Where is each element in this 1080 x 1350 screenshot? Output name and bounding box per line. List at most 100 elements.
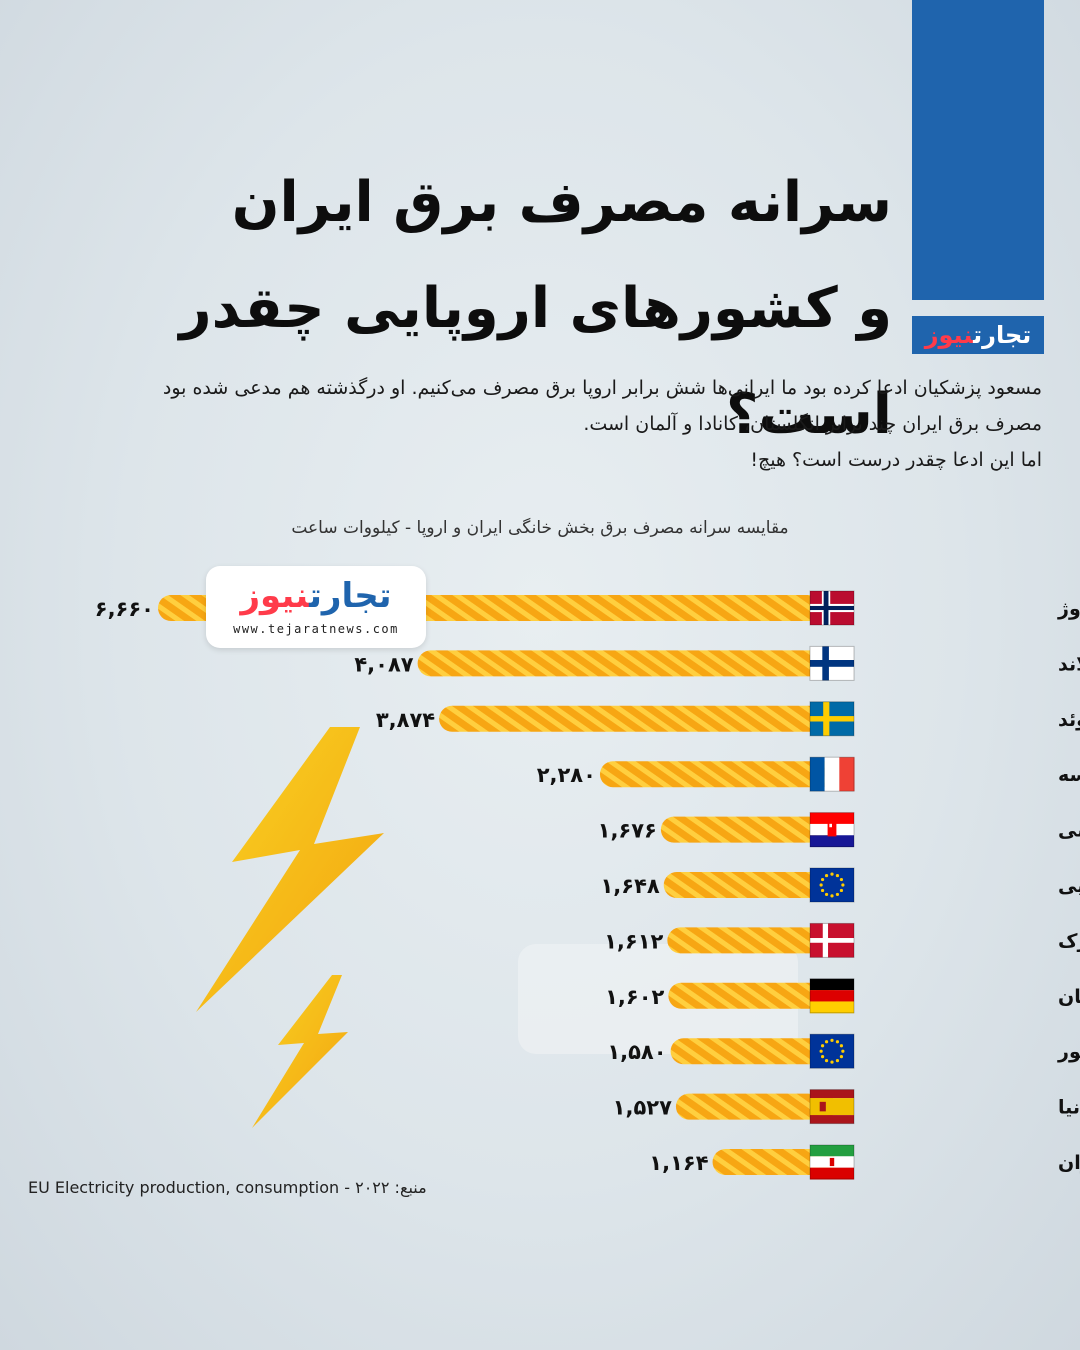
eu-star (819, 883, 823, 887)
eu-star (839, 877, 844, 882)
flag-border (809, 756, 855, 792)
bar (668, 982, 836, 1009)
flag-part (810, 605, 854, 611)
bar (660, 816, 836, 843)
eu-star (824, 1040, 829, 1044)
bar-row: آلمان ۱,۶۰۲ (605, 978, 1080, 1014)
brand-part1: تجارت (973, 321, 1032, 349)
brand-logo: تجارتنیوز (925, 321, 1032, 349)
eu-flag-icon (809, 1033, 855, 1069)
watermark-logo (518, 944, 798, 1054)
flag-border (809, 1144, 855, 1180)
value-label: ۲,۲۸۰ (537, 763, 596, 787)
bar (417, 650, 836, 677)
norway-flag-icon (809, 590, 855, 626)
eu-star (824, 892, 829, 897)
bar-row: کرواسی ۱,۶۷۶ (598, 812, 1080, 848)
germany-flag-icon (809, 978, 855, 1014)
bar (599, 761, 836, 788)
eu-star (820, 1044, 825, 1048)
flag-part (810, 757, 825, 792)
bar-row: دانمارک ۱,۶۱۲ (604, 922, 1080, 958)
bar-row: اسپانیا ۱,۵۲۷ (613, 1089, 1080, 1125)
page-title: سرانه مصرف برق ایران و کشورهای اروپایی چ… (92, 150, 892, 468)
bar-row: فنلاند ۴,۰۸۷ (354, 645, 1080, 681)
category-label: اسپانیا (1058, 1097, 1080, 1119)
bar (439, 705, 836, 732)
denmark-flag-icon (809, 922, 855, 958)
eu-star (835, 1040, 840, 1044)
bar (667, 927, 836, 954)
bar (712, 1149, 836, 1175)
category-label: فنلاند (1058, 653, 1080, 675)
brand-logo-badge: تجارتنیوز (912, 316, 1044, 354)
iran-flag-icon (809, 1144, 855, 1180)
value-label: ۶,۶۶۰ (95, 597, 154, 621)
eu-star (839, 888, 844, 893)
logo-card-brand-part1: تجارت (309, 576, 392, 616)
flag-part (819, 1101, 826, 1112)
finland-flag-icon (809, 645, 855, 681)
lightning-bolt-icon (196, 727, 384, 1128)
intro-line-2: مصرف برق ایران چند برابر انگلستان، کاناد… (583, 413, 1042, 435)
logo-card-brand: تجارتنیوز (206, 576, 426, 616)
eu-star (830, 1060, 834, 1064)
value-label: ۱,۶۴۸ (600, 874, 659, 898)
eu-star (819, 1049, 823, 1053)
eu-star (820, 877, 825, 882)
flag-part (810, 1167, 854, 1180)
eu-star (820, 888, 825, 893)
eu-star (835, 892, 840, 897)
sweden-flag-icon (809, 701, 855, 737)
eu-star (824, 873, 829, 878)
value-label: ۱,۶۷۶ (598, 819, 657, 843)
value-label: ۱,۶۱۲ (604, 929, 663, 953)
intro-line-3: اما این ادعا چقدر درست است؟ هیچ! (750, 449, 1042, 471)
brand-part2: نیوز (924, 321, 974, 349)
flag-border (809, 922, 855, 958)
category-label: اتحادیه اروپا - ۲۷ کشور (1057, 1041, 1080, 1063)
eu-star (820, 1055, 825, 1059)
eu-star (841, 883, 845, 887)
flag-part (810, 660, 854, 667)
flag-border (809, 701, 855, 737)
bar-row: سوئد ۳,۸۷۴ (376, 701, 1080, 737)
bar-row: فرانسه ۲,۲۸۰ (537, 756, 1080, 792)
logo-card: تجارتنیوز www.tejaratnews.com (206, 566, 426, 648)
france-flag-icon (809, 756, 855, 792)
flag-part (810, 1145, 854, 1157)
category-label: ۲۰ کشور اروپایی (1058, 875, 1080, 897)
flag-part (810, 938, 854, 943)
eu-star (830, 894, 834, 898)
bar (670, 1038, 836, 1065)
value-label: ۱,۶۰۲ (605, 985, 664, 1009)
bars-layer: نروژ ۶,۶۶۰ فنلاند ۴,۰۸۷ سوئد ۳,۸۷۴ فرانسه ۲,۲۸۰… (95, 590, 1080, 1180)
flag-part (810, 835, 854, 848)
eu-star (839, 1055, 844, 1059)
flag-border (809, 1033, 855, 1069)
header-ribbon (912, 0, 1044, 300)
title-line-1: سرانه مصرف برق ایران (231, 170, 892, 235)
eu-flag-icon (809, 867, 855, 903)
flag-part (827, 821, 837, 837)
category-label: سوئد (1058, 709, 1080, 731)
bar-row: اتحادیه اروپا - ۲۷ کشور ۱,۵۸۰ (607, 1033, 1080, 1069)
eu-star (830, 1038, 834, 1042)
eu-star (830, 872, 834, 876)
eu-star (835, 873, 840, 878)
flag-border (809, 590, 855, 626)
bar (675, 1093, 836, 1120)
source-note: منبع: EU Electricity production, consump… (28, 1178, 427, 1197)
value-label: ۳,۸۷۴ (376, 708, 435, 732)
flag-part (810, 1098, 854, 1116)
flag-border (809, 1089, 855, 1125)
flag-part (810, 716, 854, 722)
value-label: ۱,۵۲۷ (613, 1096, 672, 1120)
flag-border (809, 978, 855, 1014)
category-label: ایران (1058, 1152, 1080, 1174)
bar-row: ۲۰ کشور اروپایی ۱,۶۴۸ (600, 867, 1080, 903)
flag-part (810, 1089, 854, 1099)
value-label: ۴,۰۸۷ (354, 652, 413, 676)
logo-card-brand-part2: نیوز (240, 576, 310, 616)
flag-part (810, 1001, 854, 1014)
